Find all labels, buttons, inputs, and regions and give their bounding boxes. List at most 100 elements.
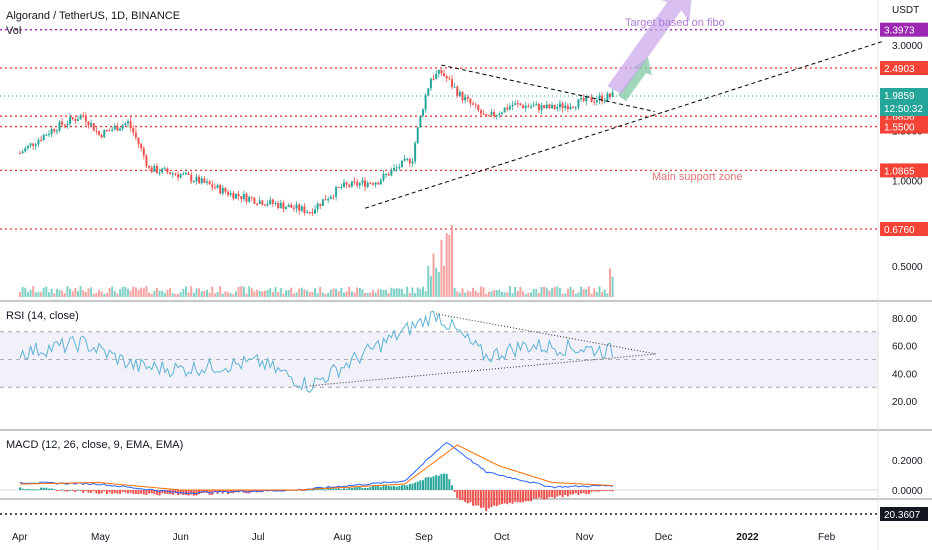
candle-body[interactable] [548,104,551,109]
candle-body[interactable] [606,93,609,101]
candle-body[interactable] [501,112,504,114]
candle-body[interactable] [37,139,40,145]
candle-body[interactable] [329,196,332,199]
candle-body[interactable] [261,200,264,205]
candle-body[interactable] [203,178,206,183]
candle-body[interactable] [98,130,101,135]
candle-body[interactable] [126,121,129,124]
candle-body[interactable] [40,139,43,141]
candle-body[interactable] [274,202,277,204]
candle-body[interactable] [253,197,256,204]
candle-body[interactable] [155,165,158,174]
candle-body[interactable] [285,207,288,210]
candle-body[interactable] [66,123,69,126]
candle-body[interactable] [232,192,235,199]
candle-body[interactable] [479,110,482,114]
candle-body[interactable] [574,107,577,109]
candle-body[interactable] [345,182,348,185]
candle-body[interactable] [58,121,61,131]
candle-body[interactable] [163,168,166,170]
candle-body[interactable] [182,173,185,175]
candle-body[interactable] [277,202,280,208]
candle-body[interactable] [24,148,27,152]
candle-body[interactable] [348,184,351,187]
candle-body[interactable] [245,193,248,202]
candle-body[interactable] [577,99,580,108]
candle-body[interactable] [387,173,390,176]
candle-body[interactable] [21,151,24,154]
candle-body[interactable] [385,173,388,175]
candle-body[interactable] [382,174,385,181]
candle-body[interactable] [609,93,612,97]
candle-body[interactable] [287,204,290,208]
candle-body[interactable] [166,168,169,173]
candle-body[interactable] [448,78,451,80]
candle-body[interactable] [190,174,193,182]
candle-body[interactable] [527,105,530,107]
candle-body[interactable] [227,191,230,195]
candle-body[interactable] [316,203,319,210]
candle-body[interactable] [242,193,245,200]
candle-body[interactable] [113,126,116,130]
candle-body[interactable] [248,196,251,202]
candle-body[interactable] [369,182,372,184]
candle-body[interactable] [469,98,472,104]
candle-body[interactable] [55,130,58,132]
candle-body[interactable] [458,91,461,96]
candle-body[interactable] [195,176,198,182]
candle-body[interactable] [443,73,446,77]
candle-body[interactable] [174,173,177,175]
candle-body[interactable] [487,114,490,116]
candle-body[interactable] [377,182,380,185]
candle-body[interactable] [335,186,338,197]
candle-body[interactable] [611,92,614,97]
candle-body[interactable] [535,103,538,106]
candle-body[interactable] [47,134,50,136]
candle-body[interactable] [213,187,216,189]
candle-body[interactable] [42,134,45,141]
candle-body[interactable] [472,103,475,105]
candle-body[interactable] [601,95,604,102]
candle-body[interactable] [69,117,72,124]
candle-body[interactable] [337,186,340,188]
candle-body[interactable] [177,174,180,178]
candle-body[interactable] [379,180,382,185]
candle-body[interactable] [63,124,66,126]
candle-body[interactable] [158,172,161,174]
candle-body[interactable] [506,107,509,110]
candle-body[interactable] [545,104,548,109]
candle-body[interactable] [84,115,87,122]
candle-body[interactable] [342,182,345,187]
candle-body[interactable] [224,187,227,192]
candle-body[interactable] [519,103,522,106]
candle-body[interactable] [300,206,303,211]
candle-body[interactable] [50,129,53,135]
candle-body[interactable] [269,199,272,204]
candle-body[interactable] [216,185,219,188]
candle-body[interactable] [498,113,501,115]
candle-body[interactable] [134,132,137,138]
candle-body[interactable] [572,106,575,108]
candle-body[interactable] [477,105,480,111]
candle-body[interactable] [311,212,314,214]
candle-body[interactable] [137,137,140,145]
candle-body[interactable] [208,181,211,185]
candle-body[interactable] [111,129,114,131]
candle-body[interactable] [76,119,79,121]
candle-body[interactable] [34,144,37,146]
candle-body[interactable] [95,130,98,132]
candle-body[interactable] [551,104,554,109]
candle-body[interactable] [537,103,540,111]
candle-body[interactable] [495,114,498,117]
candle-body[interactable] [398,167,401,169]
candle-body[interactable] [332,196,335,198]
candle-body[interactable] [240,196,243,200]
candle-body[interactable] [532,105,535,107]
candle-body[interactable] [540,105,543,111]
candle-body[interactable] [321,199,324,206]
candle-body[interactable] [503,107,506,113]
candle-body[interactable] [474,104,477,106]
candle-body[interactable] [416,127,419,144]
candle-body[interactable] [414,143,417,162]
candle-body[interactable] [553,104,556,109]
